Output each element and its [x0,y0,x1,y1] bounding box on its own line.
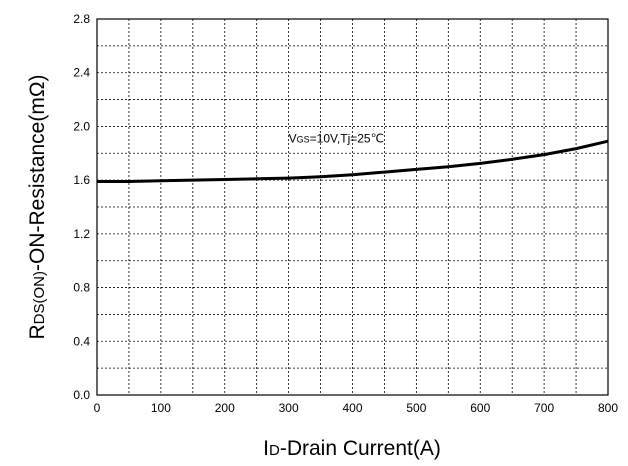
x-tick-label: 100 [151,401,171,415]
x-tick-labels: 0 100 200 300 400 500 600 700 800 [94,401,619,415]
x-axis-title-rest: -Drain Current(A) [280,437,441,460]
annotation-sub: GS [297,135,310,145]
x-tick-label: 0 [94,401,101,415]
grid-lines [97,19,608,395]
y-tick-label: 0.0 [73,388,90,402]
annotation-rest: =10V,Tj=25℃ [310,132,384,146]
plot-frame [96,18,609,396]
y-axis-title: RDS(ON)-ON-Resistance(mΩ) [26,74,49,339]
y-tick-label: 2.8 [73,12,90,26]
x-tick-label: 400 [342,401,362,415]
x-tick-label: 800 [598,401,618,415]
y-axis-title-sub: DS(ON) [31,271,48,324]
y-tick-label: 0.8 [73,281,90,295]
series-line [97,139,609,183]
y-tick-label: 0.4 [73,334,90,348]
x-tick-label: 300 [279,401,299,415]
y-tick-label: 2.4 [73,66,90,80]
y-tick-label: 1.6 [73,173,90,187]
y-tick-labels: 0.0 0.4 0.8 1.2 1.6 2.0 2.4 2.8 [73,12,90,402]
y-tick-label: 2.0 [73,119,90,133]
y-axis-title-rest: -ON-Resistance(mΩ) [26,74,49,271]
y-axis-title-main: R [26,324,49,339]
x-axis-title-main: I [263,437,269,460]
annotation-main: V [289,132,297,146]
x-axis-title: ID-Drain Current(A) [263,437,441,460]
x-tick-label: 200 [215,401,235,415]
x-tick-label: 600 [470,401,490,415]
y-tick-label: 1.2 [73,227,90,241]
annotation: VGS=10V,Tj=25℃ [289,132,384,146]
x-tick-label: 500 [406,401,426,415]
x-tick-label: 700 [534,401,554,415]
x-axis-title-sub: D [269,442,280,459]
